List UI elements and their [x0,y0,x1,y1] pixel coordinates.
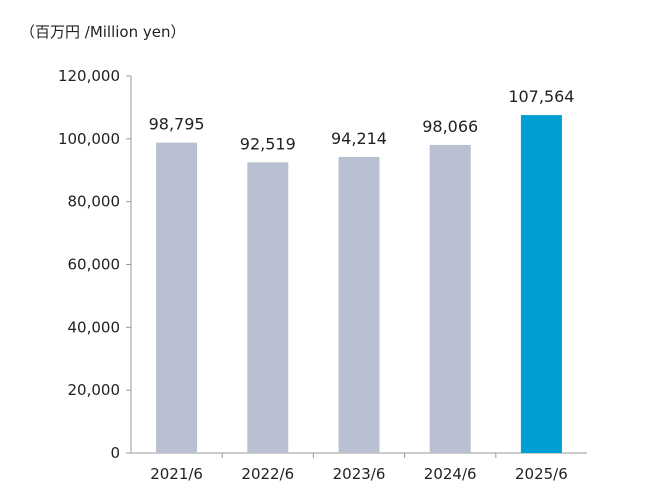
bar-value-label: 98,066 [422,117,478,136]
y-tick-label: 120,000 [58,67,120,85]
x-tick-label: 2022/6 [241,465,294,483]
bar [338,157,380,453]
y-tick-label: 0 [110,444,120,462]
bar-value-label: 94,214 [331,129,387,148]
bar-value-label: 92,519 [240,134,296,153]
bar-value-label: 107,564 [508,87,574,106]
y-tick-label: 100,000 [58,130,120,148]
y-tick-label: 60,000 [68,256,121,274]
y-tick-label: 40,000 [68,318,121,336]
bar [156,142,198,453]
bar [429,144,471,454]
x-tick-label: 2025/6 [515,465,568,483]
x-tick-label: 2023/6 [333,465,386,483]
x-tick-label: 2021/6 [150,465,203,483]
x-tick-label: 2024/6 [424,465,477,483]
bar-value-label: 98,795 [149,115,205,134]
y-tick-label: 20,000 [68,381,121,399]
y-tick-label: 80,000 [68,193,121,211]
bar [520,115,562,453]
bar [247,162,289,454]
unit-label: （百万円 /Million yen） [20,23,186,41]
